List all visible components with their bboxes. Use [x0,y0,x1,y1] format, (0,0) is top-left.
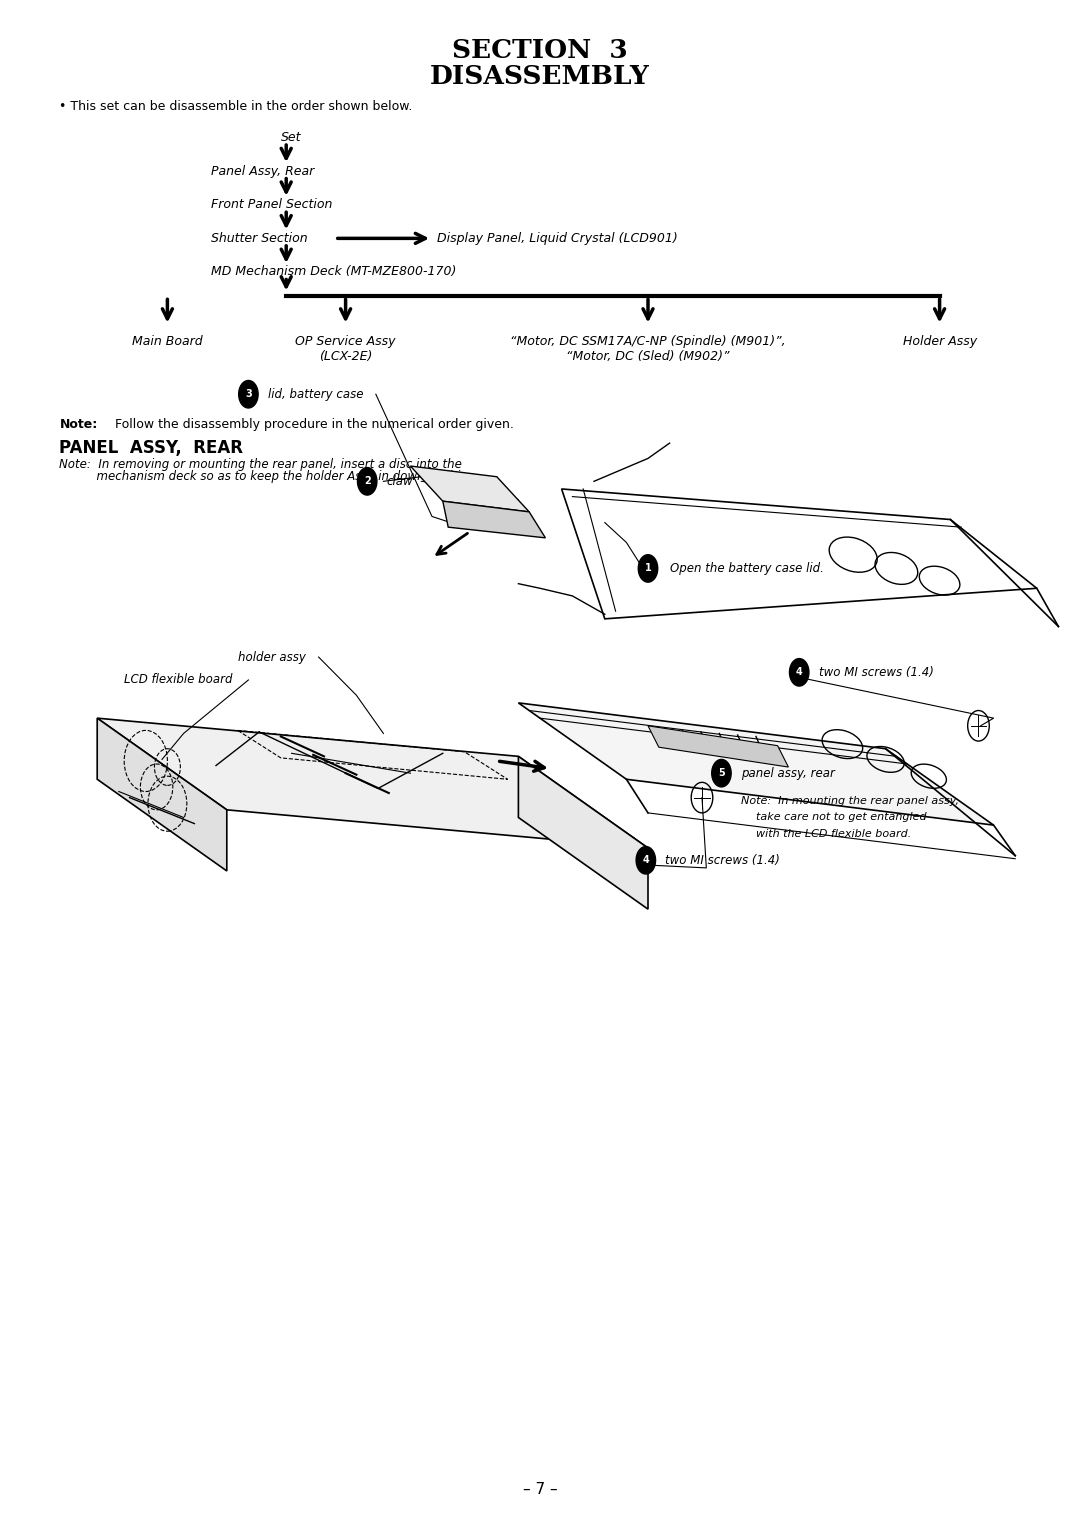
Text: Note:  In mounting the rear panel assy,: Note: In mounting the rear panel assy, [741,796,959,805]
Text: Front Panel Section: Front Panel Section [211,199,332,211]
Text: Note:  In removing or mounting the rear panel, insert a disc into the: Note: In removing or mounting the rear p… [59,458,462,471]
Polygon shape [97,718,227,871]
Text: mechanism deck so as to keep the holder Assy in down position.: mechanism deck so as to keep the holder … [59,471,480,483]
Polygon shape [518,756,648,909]
Text: Display Panel, Liquid Crystal (LCD901): Display Panel, Liquid Crystal (LCD901) [437,232,678,244]
Text: LCD flexible board: LCD flexible board [124,674,232,686]
Text: 2: 2 [364,477,370,486]
Text: 1: 1 [645,564,651,573]
Text: panel assy, rear: panel assy, rear [741,767,835,779]
Text: Set: Set [281,131,301,144]
Text: two MI screws (1.4): two MI screws (1.4) [819,666,933,678]
Text: PANEL  ASSY,  REAR: PANEL ASSY, REAR [59,439,243,457]
Polygon shape [648,726,788,767]
Text: MD Mechanism Deck (MT-MZE800-170): MD Mechanism Deck (MT-MZE800-170) [211,266,456,278]
Text: with the LCD flexible board.: with the LCD flexible board. [756,830,912,839]
Text: 3: 3 [245,390,252,399]
Text: Open the battery case lid.: Open the battery case lid. [670,562,823,575]
Text: Shutter Section: Shutter Section [211,232,307,244]
Text: 4: 4 [796,668,802,677]
Text: • This set can be disassemble in the order shown below.: • This set can be disassemble in the ord… [59,101,413,113]
Circle shape [357,468,377,495]
Text: holder assy: holder assy [238,651,306,663]
Circle shape [638,555,658,582]
Text: Follow the disassembly procedure in the numerical order given.: Follow the disassembly procedure in the … [111,419,514,431]
Text: Panel Assy, Rear: Panel Assy, Rear [211,165,314,177]
Text: “Motor, DC SSM17A/C-NP (Spindle) (M901)”,
“Motor, DC (Sled) (M902)”: “Motor, DC SSM17A/C-NP (Spindle) (M901)”… [510,335,786,362]
Polygon shape [518,703,994,825]
Text: SECTION  3: SECTION 3 [453,38,627,63]
Text: – 7 –: – 7 – [523,1482,557,1497]
Circle shape [239,380,258,408]
Text: lid, battery case: lid, battery case [268,388,363,400]
Text: DISASSEMBLY: DISASSEMBLY [430,64,650,89]
Circle shape [712,759,731,787]
Text: 4: 4 [643,856,649,865]
Polygon shape [410,466,529,512]
Text: Note:: Note: [59,419,97,431]
Text: take care not to get entangled: take care not to get entangled [756,813,927,822]
Text: OP Service Assy
(LCX-2E): OP Service Assy (LCX-2E) [295,335,396,362]
Text: two MI screws (1.4): two MI screws (1.4) [665,854,780,866]
Text: Main Board: Main Board [132,335,203,348]
Circle shape [636,847,656,874]
Text: Holder Assy: Holder Assy [903,335,976,348]
Circle shape [789,659,809,686]
Text: 5: 5 [718,769,725,778]
Polygon shape [443,501,545,538]
Polygon shape [97,718,648,848]
Text: claw: claw [387,475,414,487]
